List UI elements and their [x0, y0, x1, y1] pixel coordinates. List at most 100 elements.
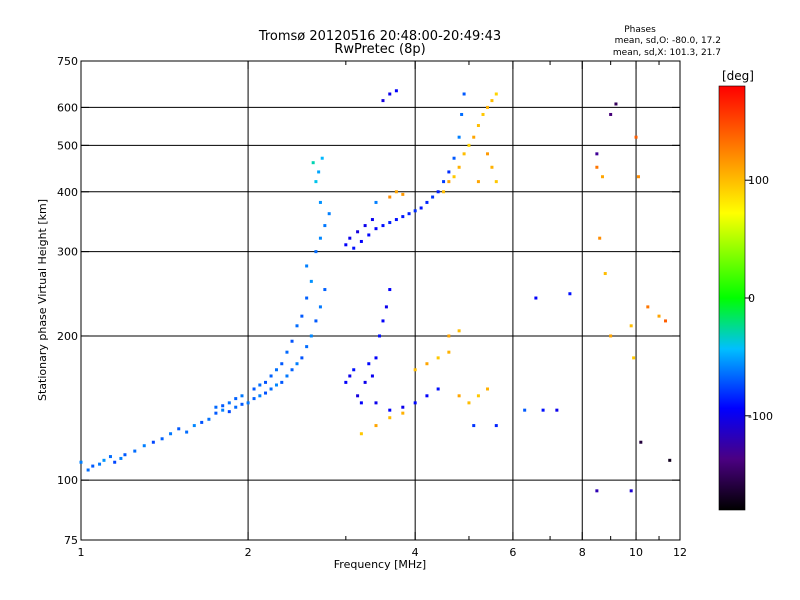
data-points	[79, 89, 672, 493]
data-point	[311, 161, 315, 165]
data-point	[269, 387, 273, 391]
data-point	[472, 135, 476, 139]
data-point	[555, 408, 559, 412]
data-point	[318, 305, 322, 309]
data-point	[102, 458, 106, 462]
data-point	[481, 112, 485, 116]
y-tick-label: 750	[57, 55, 78, 68]
data-point	[388, 408, 392, 412]
data-point	[221, 408, 225, 412]
data-point	[457, 329, 461, 333]
x-tick-label: 8	[579, 546, 586, 559]
data-point	[609, 334, 613, 338]
data-point	[639, 440, 643, 444]
data-point	[348, 374, 352, 378]
data-point	[305, 345, 309, 349]
data-point	[394, 89, 398, 93]
data-point	[185, 430, 189, 434]
data-point	[629, 489, 633, 493]
colorbar-ticks: 100 0 -100	[745, 174, 773, 423]
data-point	[374, 424, 378, 428]
data-point	[452, 156, 456, 160]
data-point	[523, 408, 527, 412]
data-point	[200, 420, 204, 424]
data-point	[344, 243, 348, 247]
data-point	[356, 394, 360, 398]
data-point	[467, 401, 471, 405]
data-point	[374, 356, 378, 360]
data-point	[436, 387, 440, 391]
data-point	[142, 444, 146, 448]
data-point	[252, 387, 256, 391]
data-point	[359, 401, 363, 405]
data-point	[327, 212, 331, 216]
data-point	[467, 143, 471, 147]
data-point	[425, 200, 429, 204]
data-point	[258, 394, 262, 398]
data-point	[344, 380, 348, 384]
data-point	[595, 152, 599, 156]
data-point	[476, 394, 480, 398]
data-point	[113, 460, 117, 464]
data-point	[221, 404, 225, 408]
data-point	[447, 180, 451, 184]
data-point	[374, 401, 378, 405]
data-point	[476, 124, 480, 128]
x-tick-label: 10	[629, 546, 643, 559]
data-point	[177, 427, 181, 431]
data-point	[79, 460, 83, 464]
data-point	[668, 458, 672, 462]
data-point	[280, 362, 284, 366]
data-point	[614, 102, 618, 106]
data-point	[413, 209, 417, 213]
data-point	[258, 383, 262, 387]
data-point	[214, 405, 218, 409]
data-point	[388, 195, 392, 199]
data-point	[442, 180, 446, 184]
data-point	[388, 92, 392, 96]
phases-line-o: mean, sd,O: -80.0, 17.2	[615, 36, 721, 46]
data-point	[381, 99, 385, 103]
data-point	[169, 432, 173, 436]
data-point	[384, 305, 388, 309]
data-point	[600, 175, 604, 179]
data-point	[323, 224, 327, 228]
data-point	[629, 324, 633, 328]
y-axis-label: Stationary phase Virtual Height [km]	[36, 199, 49, 401]
data-point	[494, 424, 498, 428]
data-point	[317, 170, 321, 174]
data-point	[425, 394, 429, 398]
x-tick-label: 4	[412, 546, 419, 559]
colorbar-tick-label: 100	[748, 174, 769, 187]
plot-grid	[81, 61, 680, 540]
data-point	[381, 319, 385, 323]
data-point	[388, 416, 392, 420]
data-point	[264, 391, 268, 395]
chart-subtitle: RwPretec (8p)	[334, 42, 425, 57]
data-point	[378, 334, 382, 338]
data-point	[359, 239, 363, 243]
data-point	[436, 190, 440, 194]
colorbar-label: [deg]	[722, 69, 754, 83]
data-point	[442, 190, 446, 194]
data-point	[457, 394, 461, 398]
data-point	[490, 99, 494, 103]
data-point	[352, 246, 356, 250]
data-point	[401, 411, 405, 415]
colorbar-tick-label: 0	[748, 292, 755, 305]
data-point	[348, 236, 352, 240]
data-point	[394, 190, 398, 194]
plot-frame	[80, 60, 681, 541]
data-point	[246, 401, 250, 405]
data-point	[318, 200, 322, 204]
data-point	[595, 489, 599, 493]
y-tick-label: 100	[57, 474, 78, 487]
data-point	[370, 374, 374, 378]
data-point	[192, 424, 196, 428]
data-point	[394, 218, 398, 222]
data-point	[160, 437, 164, 441]
y-tick-label: 400	[57, 186, 78, 199]
data-point	[274, 368, 278, 372]
data-point	[123, 453, 127, 457]
